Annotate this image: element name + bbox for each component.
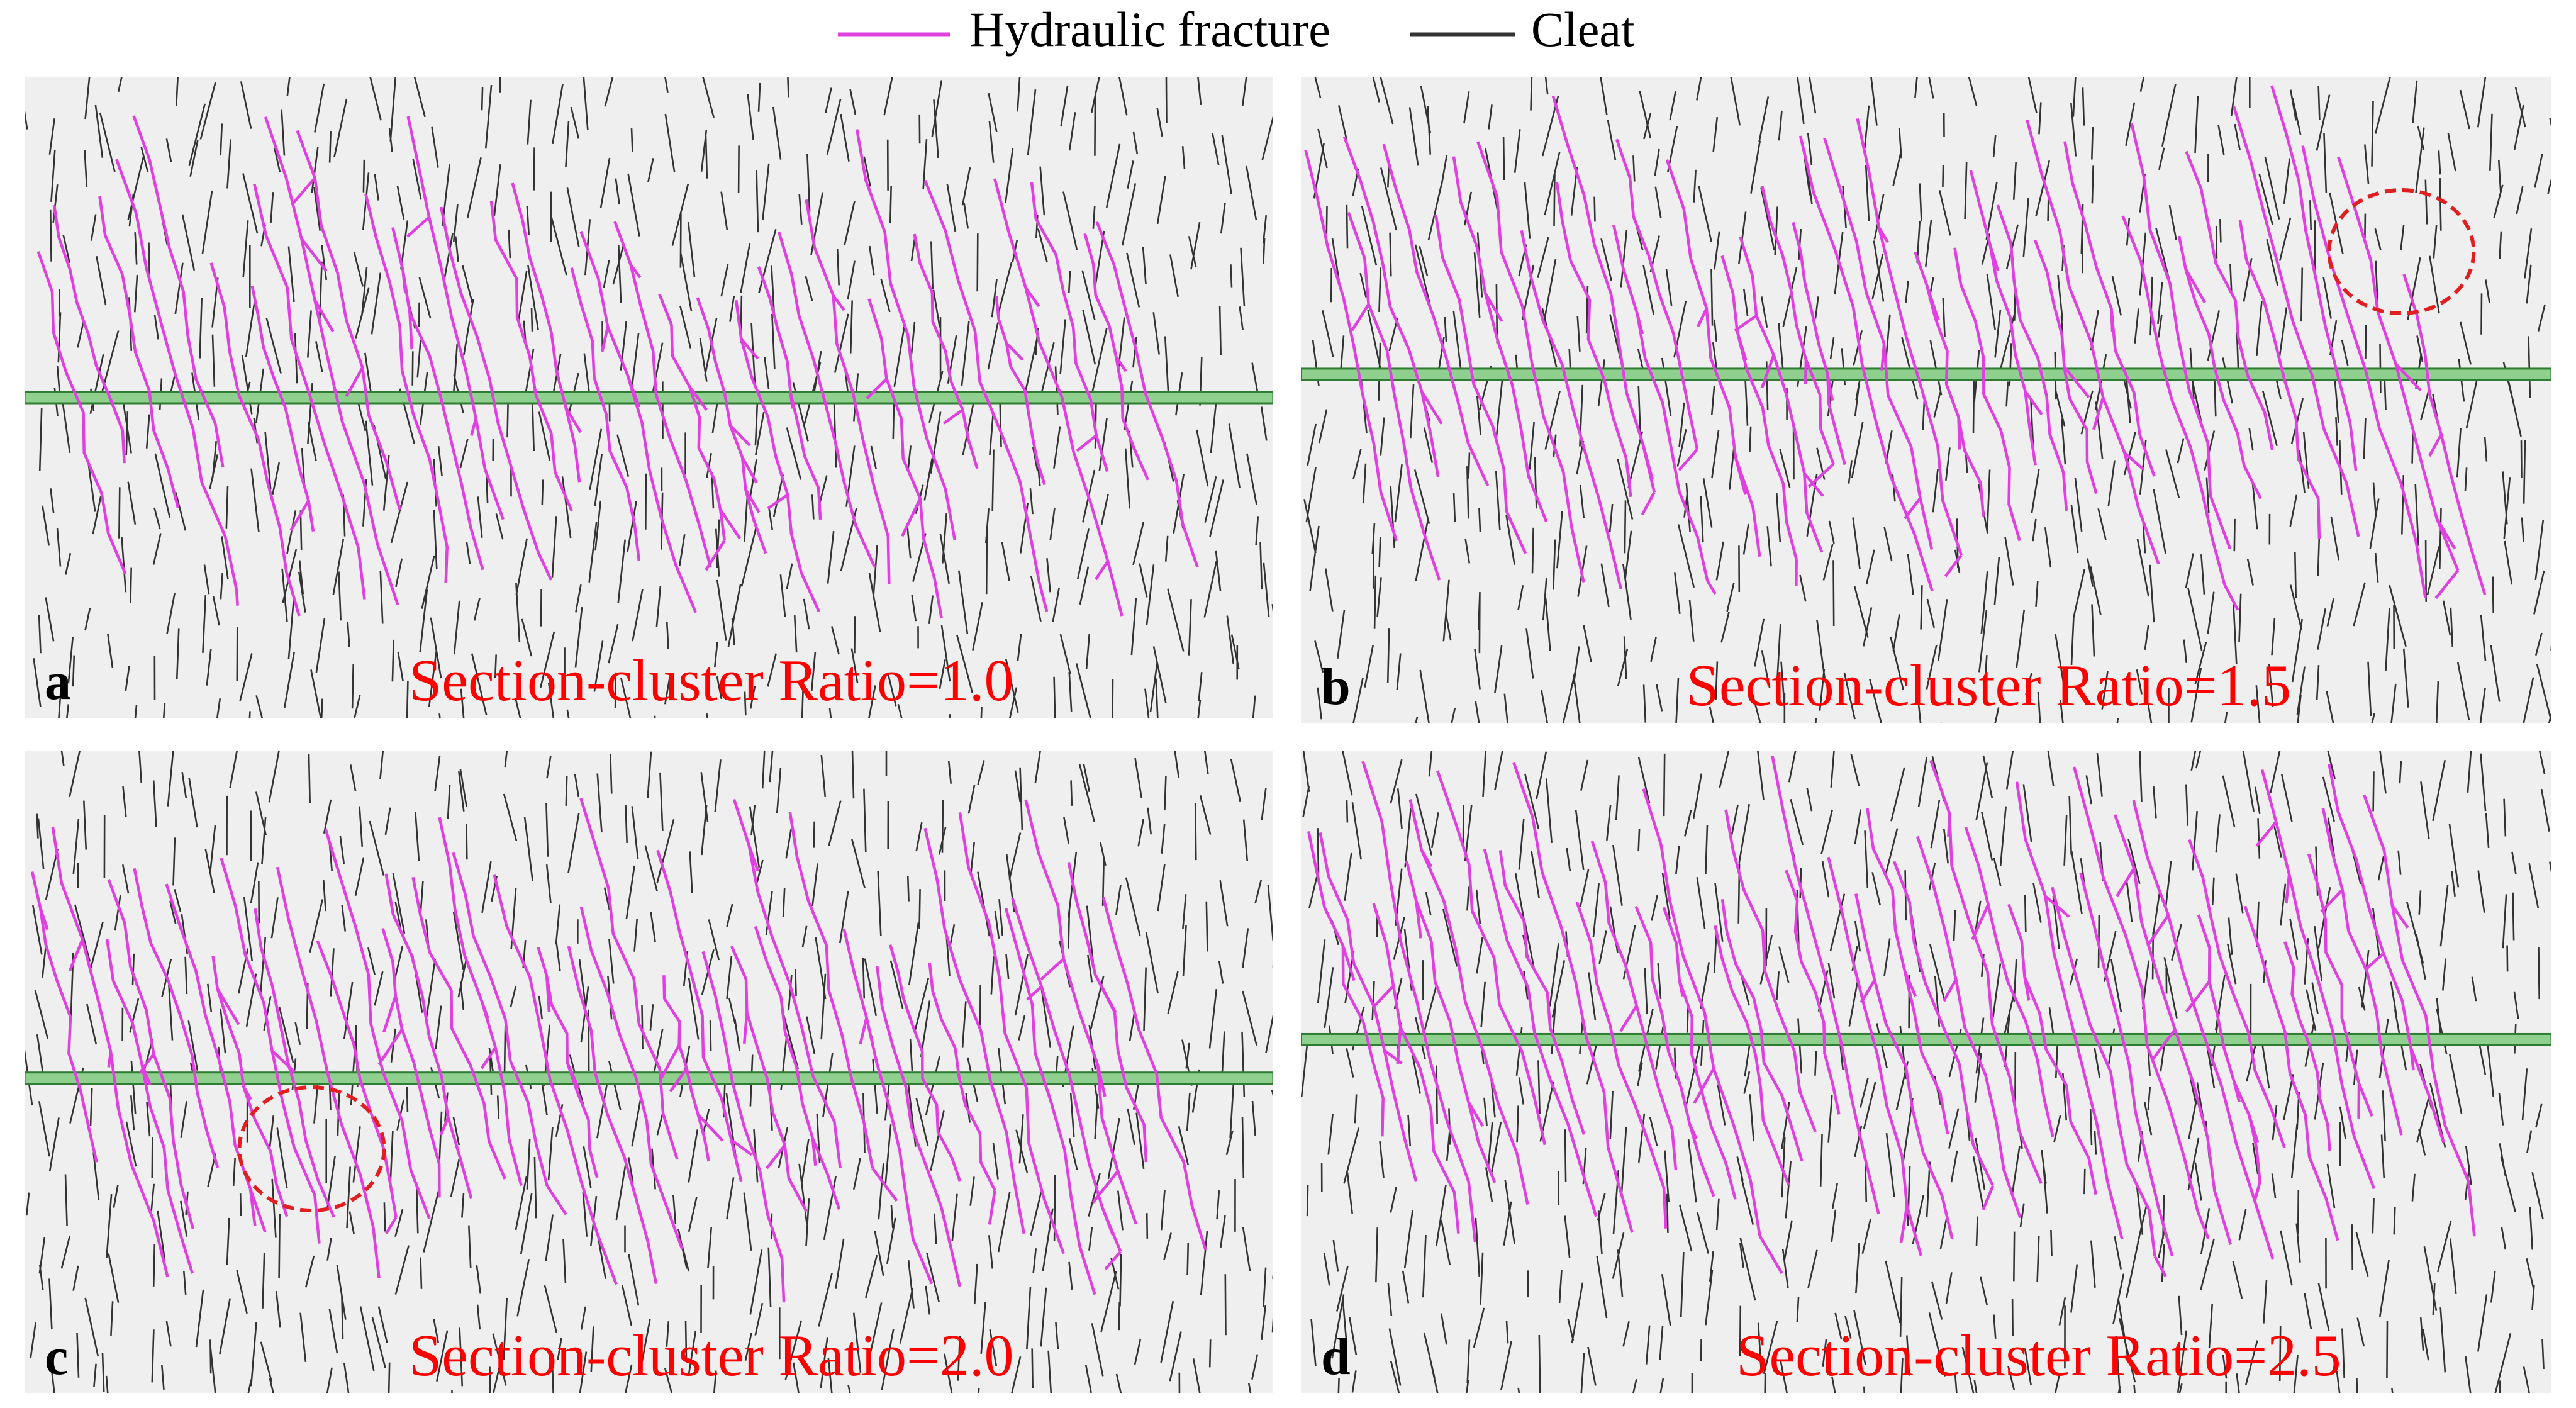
hydraulic-fractures — [36, 115, 1199, 619]
highlight-circle — [237, 1085, 386, 1213]
panel — [1301, 751, 2551, 1393]
cleats — [1301, 751, 2551, 1393]
hydraulic-fractures — [30, 798, 1207, 1303]
wellbore — [25, 1071, 1273, 1085]
panel — [25, 77, 1273, 718]
panel-letter: b — [1321, 657, 1351, 716]
panel-label: Section-cluster Ratio=1.5 — [1687, 653, 2291, 718]
panel — [25, 751, 1273, 1393]
panel-label: Section-cluster Ratio=2.0 — [409, 1323, 1013, 1388]
panel-background — [1301, 751, 2551, 1393]
legend-label: Hydraulic fracture — [969, 2, 1330, 57]
wellbore — [1301, 367, 2551, 381]
panel-label: Section-cluster Ratio=1.0 — [409, 648, 1013, 713]
cleats — [1303, 77, 2551, 723]
panel-label: Section-cluster Ratio=2.5 — [1736, 1323, 2341, 1388]
hydraulic-fractures — [1307, 755, 2476, 1277]
panel — [1301, 77, 2551, 723]
wellbore — [1301, 1032, 2551, 1046]
hydraulic-fractures — [1304, 85, 2487, 611]
panel-letter: c — [45, 1327, 68, 1386]
cleats — [25, 77, 1273, 718]
panel-letter: a — [45, 652, 71, 711]
cleats — [25, 751, 1273, 1393]
panel-letter: d — [1321, 1327, 1351, 1386]
highlight-circle — [2327, 188, 2476, 316]
wellbore — [25, 391, 1273, 405]
legend-label: Cleat — [1531, 2, 1635, 57]
